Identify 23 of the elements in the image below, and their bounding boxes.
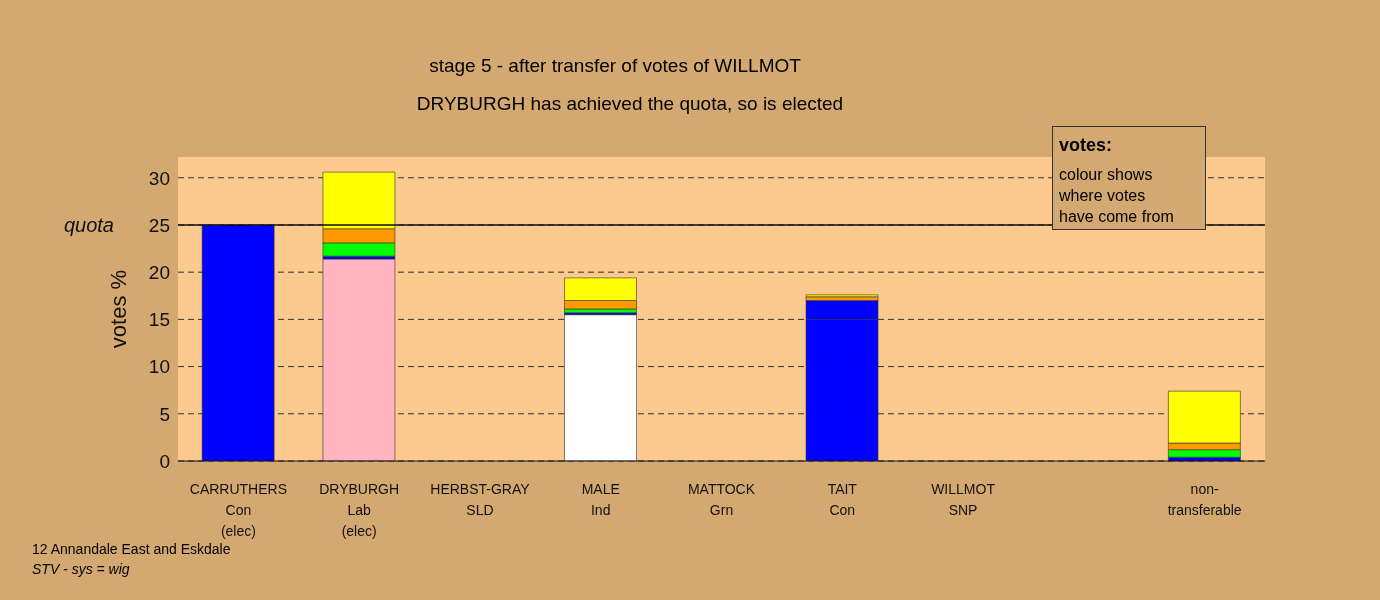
y-tick-label: 10	[148, 356, 170, 378]
note-box: votes: colour shows where votes have come from	[1052, 126, 1206, 230]
y-tick-label: 25	[148, 214, 170, 236]
chart-title: stage 5 - after transfer of votes of WILLMOT	[428, 55, 802, 77]
x-tick-label: DRYBURGH Lab (elec)	[319, 481, 400, 539]
y-tick-label: 0	[159, 450, 170, 472]
x-tick-label: WILLMOT SNP	[931, 481, 996, 518]
ref-line-label: quota	[63, 213, 114, 236]
x-tick-label: non- transferable	[1167, 481, 1242, 518]
text: 12 Annandale East and Eskdale	[32, 541, 231, 557]
y-tick-label: 5	[159, 403, 170, 425]
x-tick-label: CARRUTHERS Con (elec)	[189, 481, 288, 539]
x-tick-label: MALE Ind	[581, 481, 620, 518]
y-tick-label: 15	[148, 309, 170, 331]
text: STV - sys = wig	[32, 561, 130, 577]
x-tick-label: MATTOCK Grn	[687, 481, 756, 518]
chart-subtitle: DRYBURGH has achieved the quota, so is elected	[415, 93, 845, 115]
y-tick-label: 20	[148, 261, 170, 283]
annotation: colour shows where votes have come from	[1059, 165, 1175, 227]
y-axis-title: votes %	[105, 269, 131, 349]
x-tick-label: HERBST-GRAY SLD	[430, 481, 531, 518]
y-tick-label: 30	[148, 167, 170, 189]
x-tick-label: TAIT Con	[827, 481, 858, 518]
